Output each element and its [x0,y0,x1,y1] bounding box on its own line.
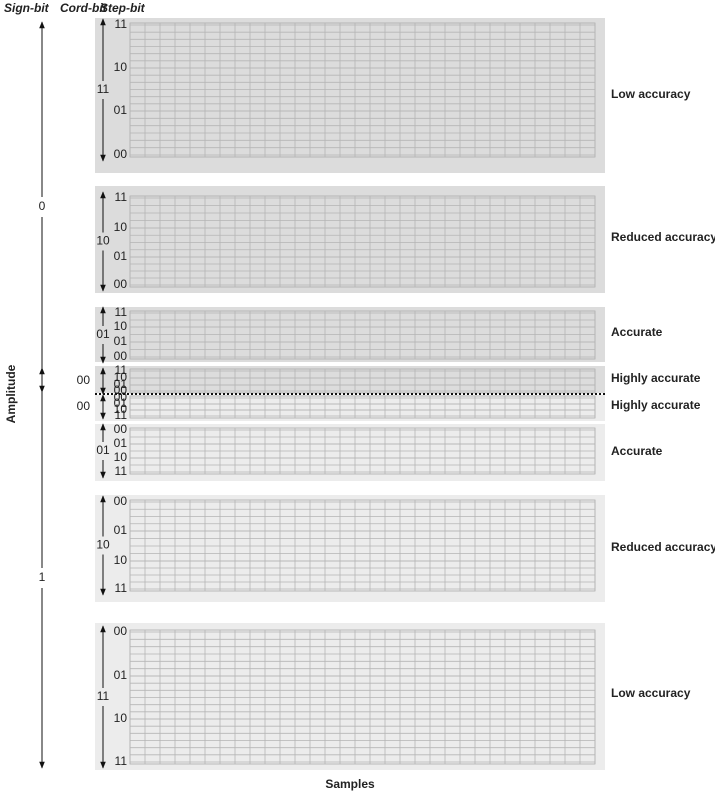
cord-label: 11 [97,82,110,96]
step-label: 11 [115,190,128,204]
segment-band [95,18,605,173]
segment-band [95,395,605,421]
accuracy-label: Highly accurate [611,398,701,412]
step-label: 01 [114,103,128,117]
step-label: 00 [114,494,128,508]
cord-label: 10 [96,234,110,248]
segment-band [95,495,605,602]
x-axis-label: Samples [325,777,375,791]
cord-label: 01 [96,443,110,457]
step-label: 01 [114,523,128,537]
accuracy-label: Low accuracy [611,686,691,700]
cord-label: 00 [77,373,91,387]
cord-label: 11 [97,689,110,703]
step-label: 10 [114,553,128,567]
step-label: 10 [114,402,128,416]
step-label: 11 [115,363,128,377]
step-label: 10 [114,450,128,464]
step-label: 00 [114,147,128,161]
step-label: 11 [115,408,128,422]
accuracy-label: Highly accurate [611,371,701,385]
accuracy-label: Low accuracy [611,87,691,101]
sign-label: 0 [39,199,46,213]
step-label: 11 [115,581,128,595]
cord-label: 01 [96,327,110,341]
step-label: 00 [114,277,128,291]
step-label: 10 [114,370,128,384]
y-axis-label: Amplitude [4,364,18,423]
segment-band [95,424,605,481]
sign-label: 1 [39,570,46,584]
accuracy-label: Reduced accuracy [611,540,715,554]
step-label: 00 [114,624,128,638]
accuracy-label: Accurate [611,444,663,458]
step-label: 01 [114,334,128,348]
step-label: 11 [115,305,128,319]
step-label: 00 [114,422,128,436]
step-label: 10 [114,220,128,234]
step-label: 11 [115,754,128,768]
segment-band [95,186,605,293]
step-label: 01 [114,668,128,682]
step-label: 11 [115,464,128,478]
header-cord-bit: Cord-bit [60,1,108,15]
accuracy-label: Accurate [611,325,663,339]
step-label: 10 [114,60,128,74]
cord-label: 00 [77,399,91,413]
step-label: 01 [114,436,128,450]
segment-band [95,366,605,393]
step-label: 11 [115,17,128,31]
cord-label: 10 [96,538,110,552]
step-label: 01 [114,396,128,410]
header-step-bit: Step-bit [100,1,146,15]
step-label: 01 [114,249,128,263]
step-label: 10 [114,711,128,725]
step-label: 01 [114,377,128,391]
header-sign-bit: Sign-bit [4,1,50,15]
step-label: 10 [114,319,128,333]
step-label: 00 [114,349,128,363]
accuracy-label: Reduced accuracy [611,230,715,244]
